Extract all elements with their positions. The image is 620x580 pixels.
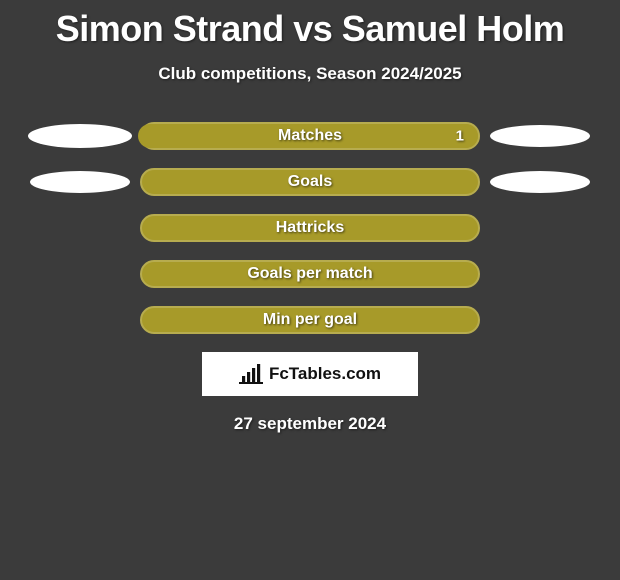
stat-track: Goals: [140, 168, 480, 196]
stat-row: Matches 1: [0, 122, 620, 150]
page-title: Simon Strand vs Samuel Holm: [0, 8, 620, 50]
stat-label: Goals: [288, 173, 332, 191]
logo-text: FcTables.com: [269, 364, 381, 384]
stat-label: Matches: [278, 127, 342, 145]
stat-ellipse-left: [20, 124, 140, 148]
logo-box: FcTables.com: [202, 352, 418, 396]
stat-ellipse-left: [20, 171, 140, 193]
ellipse-icon: [490, 171, 590, 193]
ellipse-icon: [490, 125, 590, 147]
stat-row: Goals: [0, 168, 620, 196]
stat-ellipse-right: [480, 125, 600, 147]
stat-row: Hattricks: [0, 214, 620, 242]
stat-row: Goals per match: [0, 260, 620, 288]
stat-rows: Matches 1 Goals Hattricks Goals per match Min…: [0, 122, 620, 334]
stat-track: Matches 1: [140, 122, 480, 150]
comparison-infographic: Simon Strand vs Samuel Holm Club competi…: [0, 0, 620, 434]
stat-label: Hattricks: [276, 219, 344, 237]
ellipse-icon: [30, 171, 130, 193]
date-label: 27 september 2024: [0, 414, 620, 434]
stat-track: Goals per match: [140, 260, 480, 288]
stat-track: Min per goal: [140, 306, 480, 334]
page-subtitle: Club competitions, Season 2024/2025: [0, 64, 620, 84]
stat-track: Hattricks: [140, 214, 480, 242]
ellipse-icon: [28, 124, 132, 148]
stat-ellipse-right: [480, 171, 600, 193]
bar-chart-icon: [239, 364, 263, 384]
stat-label: Min per goal: [263, 311, 357, 329]
stat-label: Goals per match: [247, 265, 372, 283]
stat-value-right: 1: [456, 128, 464, 145]
stat-row: Min per goal: [0, 306, 620, 334]
